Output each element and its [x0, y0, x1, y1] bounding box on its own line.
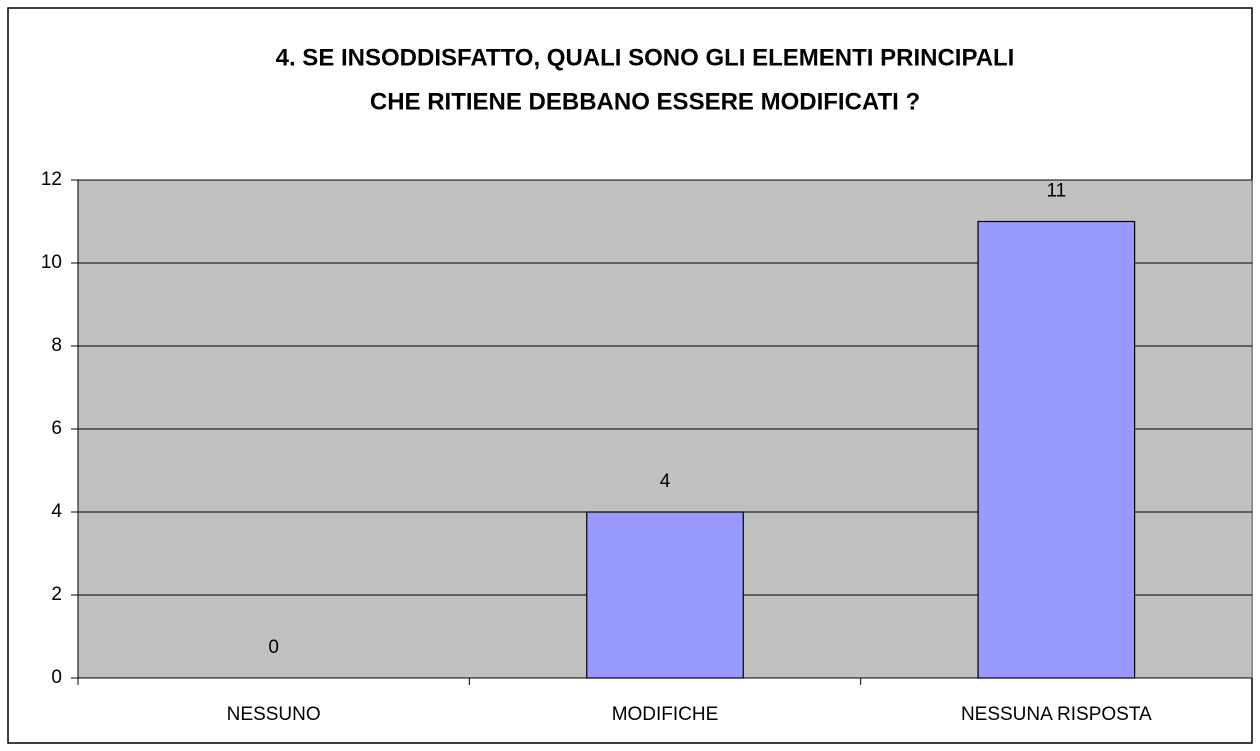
y-tick-label: 8	[51, 335, 62, 356]
bar	[586, 511, 744, 679]
y-tick-label: 10	[41, 252, 62, 273]
chart-title: 4. SE INSODDISFATTO, QUALI SONO GLI ELEM…	[276, 44, 1015, 71]
chart-title: CHE RITIENE DEBBANO ESSERE MODIFICATI ?	[370, 88, 920, 115]
data-label: 0	[268, 637, 279, 658]
data-label: 11	[1046, 181, 1066, 202]
x-tick-label: MODIFICHE	[612, 704, 719, 725]
x-tick-label: NESSUNO	[227, 704, 321, 725]
y-tick-label: 0	[51, 667, 62, 688]
y-tick-label: 4	[51, 501, 62, 522]
x-tick-label: NESSUNA RISPOSTA	[961, 704, 1152, 725]
y-tick-label: 6	[51, 418, 62, 439]
bar	[977, 220, 1136, 679]
y-tick-label: 2	[51, 584, 62, 605]
y-tick-label: 12	[41, 169, 62, 190]
data-label: 4	[660, 471, 671, 492]
